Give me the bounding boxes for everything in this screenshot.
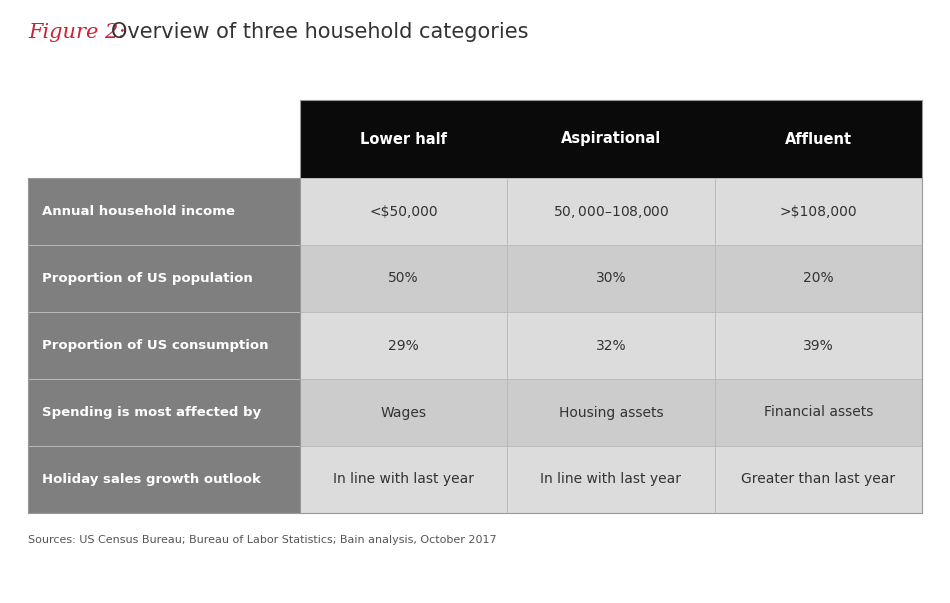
Text: Wages: Wages [381,405,427,420]
Text: <$50,000: <$50,000 [370,204,438,218]
Text: In line with last year: In line with last year [541,473,681,487]
Text: $50,000–$108,000: $50,000–$108,000 [553,203,670,219]
Text: Figure 2:: Figure 2: [28,22,125,42]
Text: Aspirational: Aspirational [560,131,661,147]
Text: Affluent: Affluent [785,131,852,147]
Text: 20%: 20% [803,271,834,285]
Bar [28,245,300,312]
Text: Greater than last year: Greater than last year [741,473,896,487]
Text: In line with last year: In line with last year [333,473,474,487]
Bar [28,446,300,513]
Bar [28,312,300,379]
Text: Financial assets: Financial assets [764,405,873,420]
Text: Proportion of US consumption: Proportion of US consumption [42,339,269,352]
Text: Sources: US Census Bureau; Bureau of Labor Statistics; Bain analysis, October 20: Sources: US Census Bureau; Bureau of Lab… [28,535,497,545]
Bar [300,245,922,312]
Text: Lower half: Lower half [360,131,447,147]
Text: 32%: 32% [596,338,626,353]
Text: Holiday sales growth outlook: Holiday sales growth outlook [42,473,261,486]
Bar [28,379,300,446]
Text: Spending is most affected by: Spending is most affected by [42,406,261,419]
Bar [300,100,922,178]
Bar [300,379,922,446]
Text: >$108,000: >$108,000 [780,204,857,218]
Text: 39%: 39% [803,338,834,353]
Text: 50%: 50% [389,271,419,285]
Text: 30%: 30% [596,271,626,285]
Bar [300,312,922,379]
Bar [300,178,922,245]
Text: Overview of three household categories: Overview of three household categories [111,22,528,42]
Bar [300,446,922,513]
Text: 29%: 29% [389,338,419,353]
Text: Housing assets: Housing assets [559,405,663,420]
Text: Proportion of US population: Proportion of US population [42,272,253,285]
Bar [28,178,300,245]
Text: Annual household income: Annual household income [42,205,235,218]
